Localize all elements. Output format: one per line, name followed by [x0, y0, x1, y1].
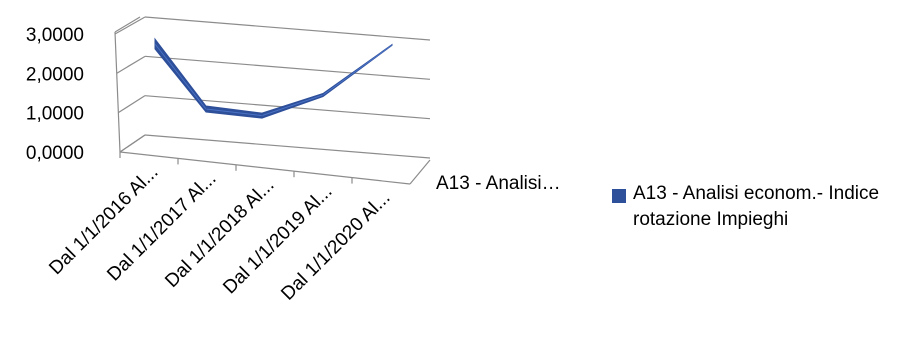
- data-point: [322, 94, 324, 96]
- x-tick-label: Dal 1/1/2020 Al...: [277, 187, 394, 304]
- gridline: [144, 55, 431, 80]
- y-tick-label: 0,0000: [26, 143, 84, 164]
- data-point: [205, 108, 207, 110]
- side-wall-top-edge: [114, 16, 141, 33]
- series-line: [154, 43, 393, 117]
- floor-right-edge: [409, 159, 431, 185]
- legend-label: A13 - Analisi econom.- Indice rotazione …: [633, 183, 880, 230]
- x-axis-ticks: Dal 1/1/2016 Al...Dal 1/1/2017 Al...Dal …: [45, 152, 395, 305]
- gridline-side: [116, 55, 146, 74]
- x-tick-label: Dal 1/1/2017 Al...: [103, 168, 220, 285]
- x-tick-label: Dal 1/1/2018 Al...: [161, 175, 278, 292]
- gridline-side: [114, 16, 146, 35]
- data-point: [154, 43, 156, 45]
- y-tick-label: 2,0000: [26, 64, 84, 85]
- legend-swatch: [612, 189, 626, 203]
- side-wall-left-edge: [114, 31, 121, 153]
- data-point: [391, 44, 393, 46]
- y-tick-label: 1,0000: [26, 104, 84, 125]
- floor-front-edge: [119, 151, 411, 185]
- gridlines: [114, 16, 431, 159]
- chart-walls: [114, 16, 431, 185]
- gridline-side: [119, 134, 146, 153]
- x-tick-label: Dal 1/1/2016 Al...: [45, 162, 162, 279]
- data-point: [261, 115, 263, 117]
- x-tick-label: Dal 1/1/2019 Al...: [219, 181, 336, 298]
- gridline: [144, 134, 431, 159]
- gridline: [144, 16, 431, 41]
- y-tick-label: 3,0000: [26, 25, 84, 46]
- gridline-side: [118, 95, 146, 114]
- y-axis-ticks: 3,0000 2,0000 1,0000 0,0000: [26, 25, 84, 164]
- series-layer: [154, 37, 393, 119]
- legend: A13 - Analisi econom.- Indice rotazione …: [612, 181, 902, 241]
- depth-axis-label: A13 - Analisi…: [436, 173, 561, 194]
